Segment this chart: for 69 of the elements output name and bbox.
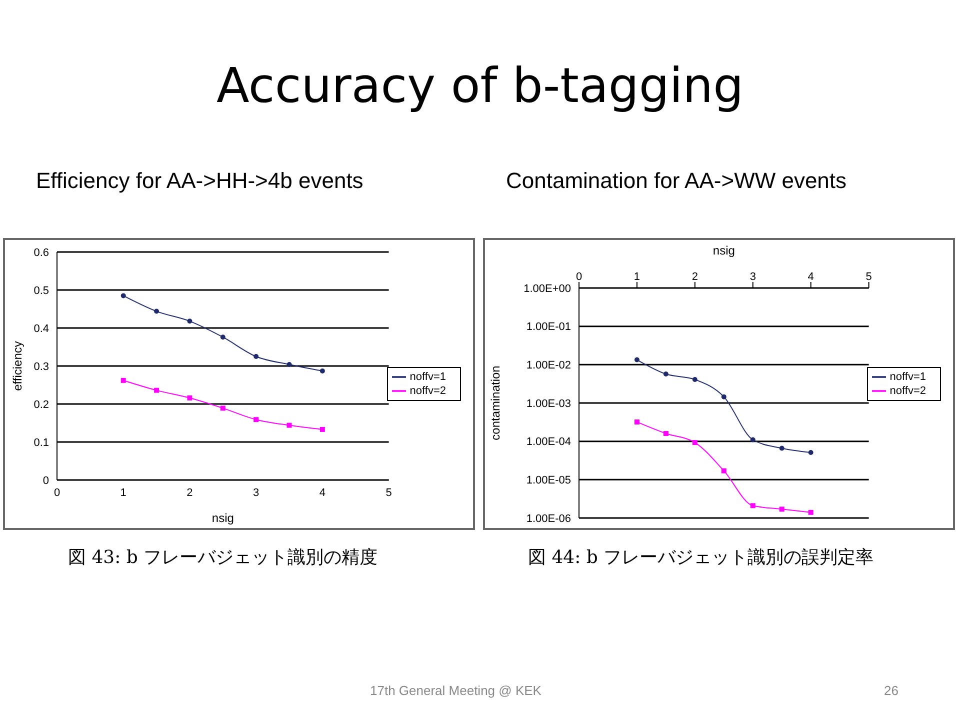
point <box>663 372 668 377</box>
point <box>254 354 259 359</box>
point <box>187 395 192 400</box>
point <box>692 440 698 446</box>
y-tick-label: 1.00E-06 <box>526 512 571 525</box>
x-tick-label: 2 <box>692 271 698 283</box>
legend-label: noffv=2 <box>890 385 926 397</box>
chart-title: Accuracy of b-tagging <box>215 58 745 114</box>
point <box>254 417 259 422</box>
x-tick-label: 5 <box>386 486 392 499</box>
point <box>808 510 814 515</box>
point <box>154 308 160 314</box>
y-tick-label: 0.3 <box>34 360 49 373</box>
point <box>120 378 126 383</box>
point <box>779 446 784 451</box>
point <box>721 394 726 400</box>
y-axis-title: efficiency <box>10 341 24 391</box>
x-tick-label: 0 <box>54 486 60 499</box>
x-axis-title: nsig <box>712 244 735 258</box>
point <box>286 422 292 428</box>
point <box>634 419 640 424</box>
point <box>154 388 160 393</box>
y-tick-label: 1.00E-04 <box>526 436 571 448</box>
legend-label: noffv=2 <box>410 385 446 397</box>
point <box>634 357 640 362</box>
point <box>220 406 226 411</box>
x-tick-label: 2 <box>186 486 193 499</box>
y-tick-label: 1.00E-01 <box>526 321 571 334</box>
x-tick-label: 1 <box>120 486 126 499</box>
point <box>286 362 292 367</box>
y-tick-label: 1.00E-02 <box>526 360 571 372</box>
y-axis-title: contamination <box>488 366 502 440</box>
point <box>779 506 784 512</box>
x-axis-title: nsig <box>212 511 234 525</box>
text: 26 <box>884 683 898 698</box>
x-tick-label: 5 <box>866 271 872 283</box>
point <box>808 450 814 456</box>
point <box>320 426 325 432</box>
legend-label: noffv=1 <box>890 370 926 383</box>
y-tick-label: 0.6 <box>34 246 49 259</box>
point <box>320 368 325 374</box>
legend-label: noffv=1 <box>410 370 446 383</box>
point <box>663 431 668 436</box>
x-tick-label: 4 <box>319 486 326 499</box>
caption: 図 43: b フレーバジェット識別の精度 <box>68 546 378 569</box>
y-tick-label: 0.4 <box>34 322 49 335</box>
point <box>721 468 726 474</box>
caption: 図 44: b フレーバジェット識別の誤判定率 <box>528 546 874 569</box>
y-tick-label: 1.00E+00 <box>524 282 571 295</box>
y-tick-label: 0.2 <box>34 398 49 411</box>
y-tick-label: 0.1 <box>34 436 49 449</box>
x-tick-label: 3 <box>750 271 756 283</box>
y-tick-label: 1.00E-05 <box>526 474 571 487</box>
point <box>750 437 756 442</box>
point <box>187 318 192 324</box>
chart-subtitle: Contamination for AA->WW events <box>506 168 847 194</box>
point <box>692 377 698 382</box>
chart-subtitle: Efficiency for AA->HH->4b events <box>36 168 364 194</box>
x-tick-label: 3 <box>253 486 260 499</box>
y-tick-label: 0 <box>42 474 49 487</box>
y-tick-label: 1.00E-03 <box>526 398 571 410</box>
text: 17th General Meeting @ KEK <box>370 683 542 698</box>
point <box>750 503 756 508</box>
point <box>120 293 126 298</box>
x-tick-label: 0 <box>576 271 582 283</box>
x-tick-label: 1 <box>634 271 640 283</box>
x-tick-label: 4 <box>808 271 814 283</box>
point <box>220 334 226 340</box>
y-tick-label: 0.5 <box>34 284 49 297</box>
